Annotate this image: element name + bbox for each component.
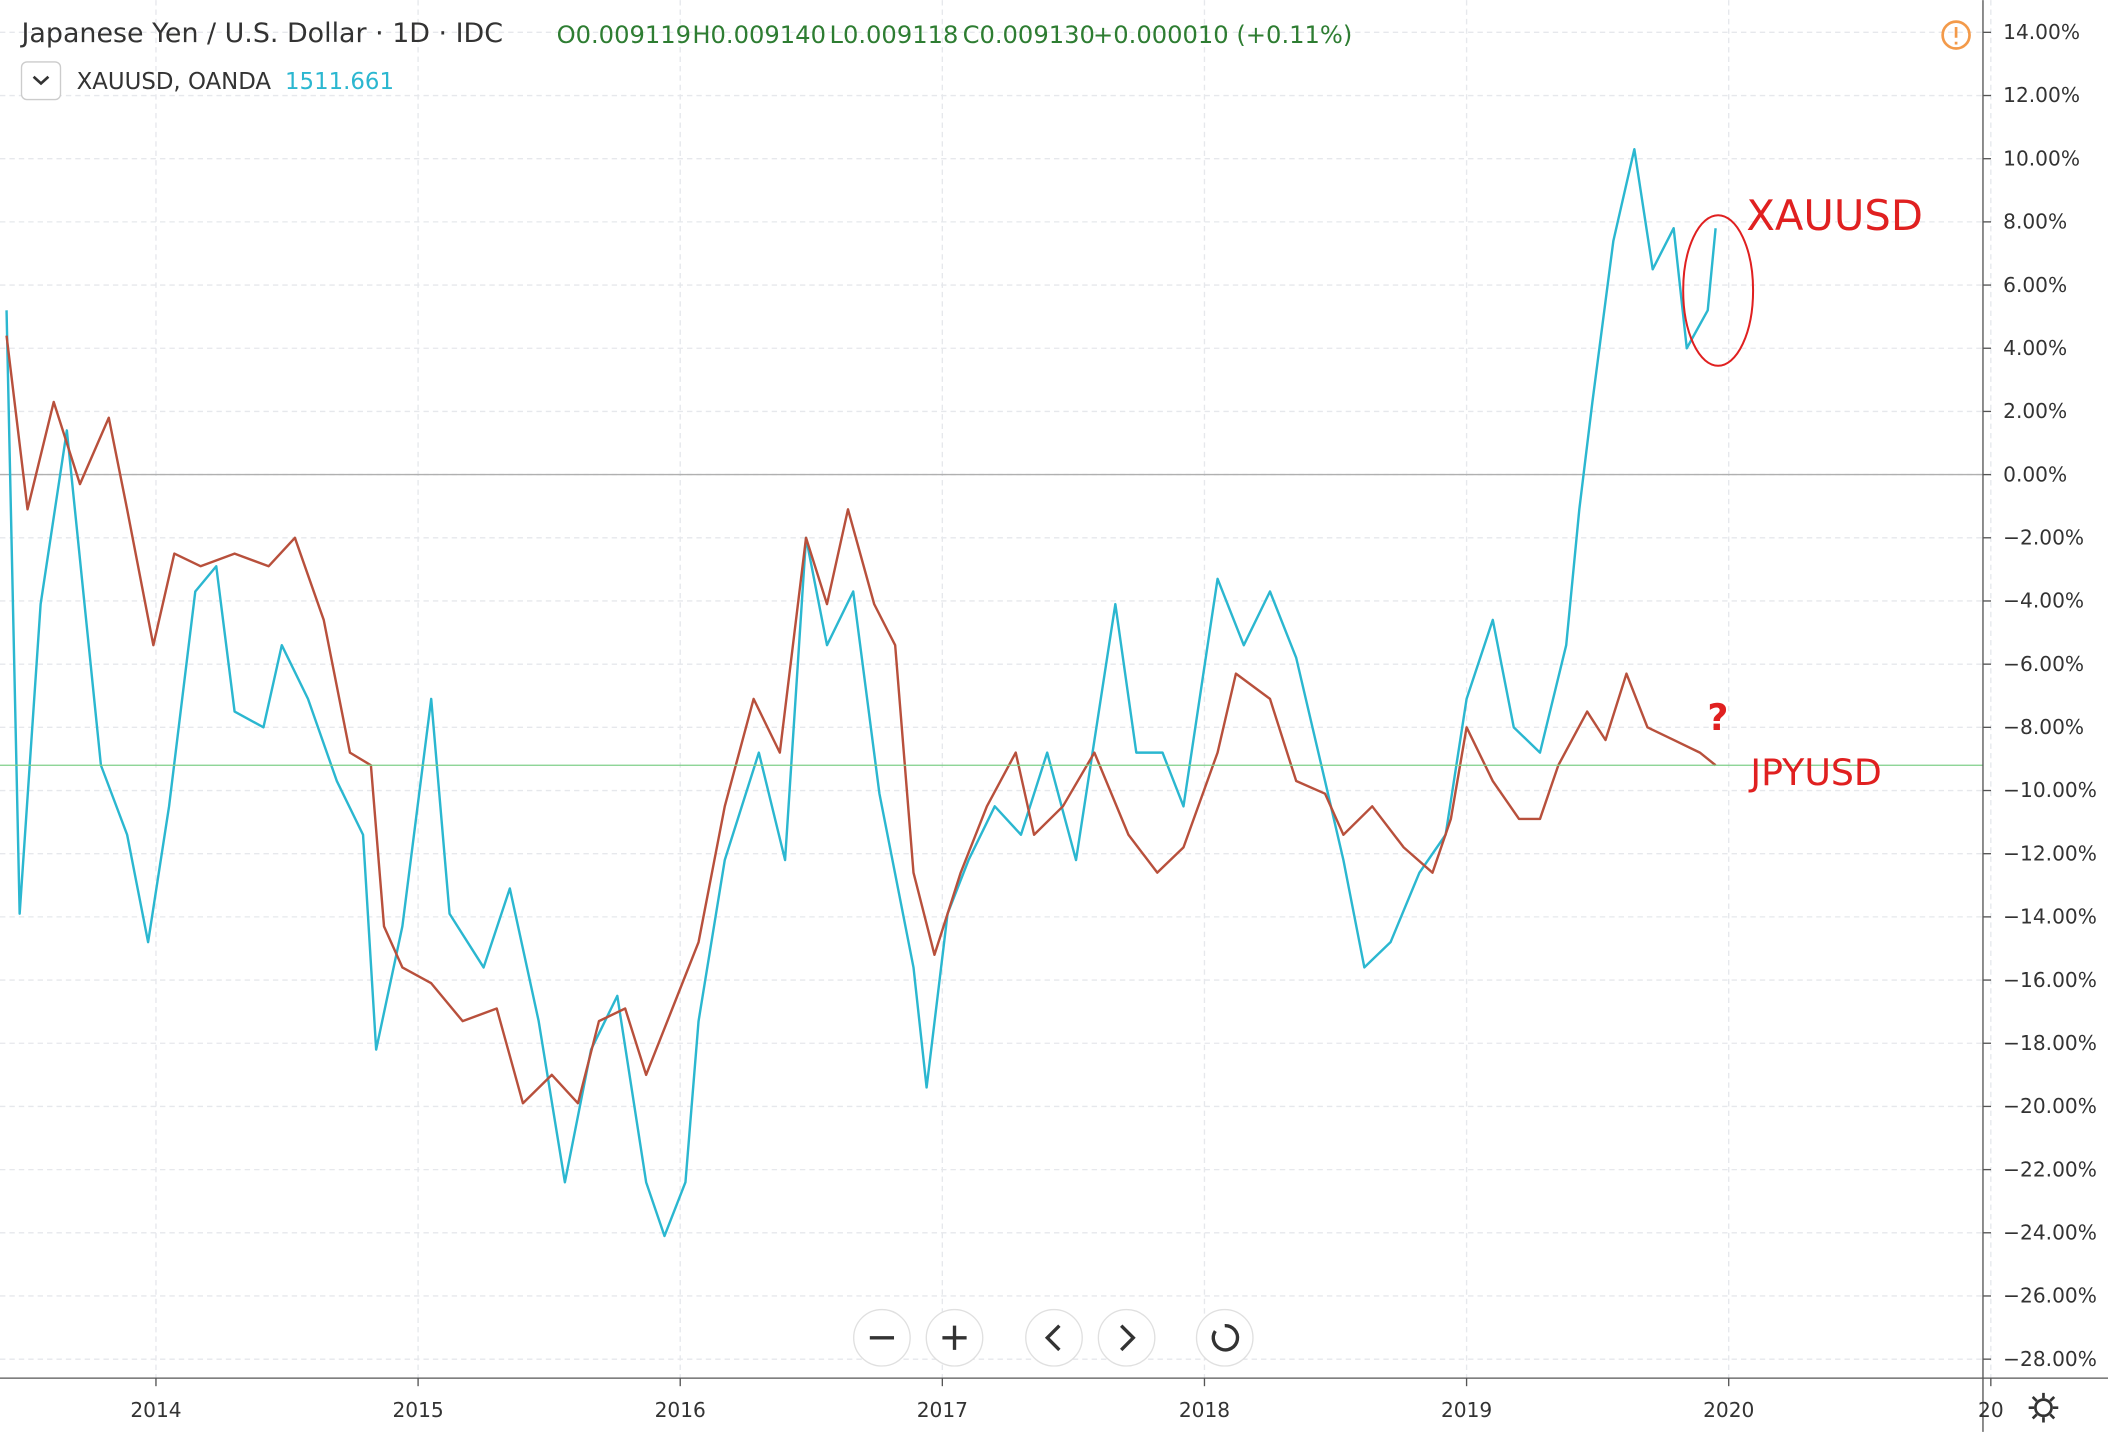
x-tick-label: 2014 [130, 1398, 181, 1422]
y-tick-label: −12.00% [2003, 841, 2097, 865]
highlight-ellipse [1682, 214, 1755, 367]
y-tick-label: −16.00% [2003, 968, 2097, 992]
left-icon [1044, 1324, 1061, 1352]
compare-value: 1511.661 [285, 69, 394, 95]
settings-button[interactable] [2028, 1392, 2059, 1423]
y-tick-label: 2.00% [2003, 399, 2067, 423]
symbol-title: Japanese Yen / U.S. Dollar · 1D · IDC [20, 18, 504, 49]
x-tick-label: 2018 [1179, 1398, 1230, 1422]
xauusd-annotation: XAUUSD [1746, 191, 1923, 240]
ohlc-low: L0.009118 [829, 21, 958, 49]
warning-icon[interactable] [1941, 20, 1971, 50]
axes: 14.00% 12.00% 10.00% 8.00% 6.00% 4.00% 2.00% 0.… [130, 20, 2097, 1422]
y-tick-label: 0.00% [2003, 462, 2067, 486]
ohlc-open: O0.009119 [557, 21, 691, 49]
x-tick-label: 2019 [1441, 1398, 1492, 1422]
y-tick-label: −26.00% [2003, 1284, 2097, 1308]
y-tick-label: −28.00% [2003, 1347, 2097, 1371]
y-tick-label: −22.00% [2003, 1157, 2097, 1181]
y-tick-label: −10.00% [2003, 778, 2097, 802]
series-line [5, 335, 1717, 1105]
gear-icon [2034, 1398, 2053, 1418]
y-tick-label: −18.00% [2003, 1031, 2097, 1055]
reset-icon [1211, 1323, 1240, 1352]
zoom-controls [853, 1308, 1254, 1367]
y-tick-label: 12.00% [2003, 83, 2080, 107]
y-tick-label: 8.00% [2003, 210, 2067, 234]
plot [0, 148, 1983, 1238]
question-annotation: ? [1707, 696, 1728, 739]
y-tick-label: −8.00% [2003, 715, 2084, 739]
x-tick-label: 2017 [917, 1398, 968, 1422]
ohlc-close: C0.009130 [963, 21, 1095, 49]
y-tick-label: −4.00% [2003, 589, 2084, 613]
y-tick-label: −24.00% [2003, 1221, 2097, 1245]
legend-toggle[interactable] [20, 61, 62, 101]
y-tick-label: −6.00% [2003, 652, 2084, 676]
ohlc-change: +0.000010 (+0.11%) [1093, 21, 1352, 49]
y-tick-label: 10.00% [2003, 146, 2080, 170]
chevron-icon [32, 75, 50, 86]
x-tick-label: 2020 [1703, 1398, 1754, 1422]
reset-button[interactable] [1195, 1308, 1254, 1367]
scroll-left-button[interactable] [1025, 1308, 1083, 1367]
scroll-right-button[interactable] [1097, 1308, 1156, 1367]
y-tick-label: 4.00% [2003, 336, 2067, 360]
x-tick-label: 20 [1978, 1398, 2004, 1422]
jpyusd-annotation: JPYUSD [1748, 751, 1881, 794]
right-icon [1120, 1324, 1136, 1352]
y-tick-label: 14.00% [2003, 20, 2080, 44]
gear-teeth [2028, 1392, 2059, 1423]
grid [0, 0, 1992, 1379]
ohlc-high: H0.009140 [692, 21, 826, 49]
y-tick-label: −2.00% [2003, 526, 2084, 550]
y-tick-label: −14.00% [2003, 905, 2097, 929]
x-tick-label: 2015 [392, 1398, 443, 1422]
y-tick-label: −20.00% [2003, 1094, 2097, 1118]
y-tick-label: 6.00% [2003, 273, 2067, 297]
series-line [5, 148, 1717, 1238]
x-tick-label: 2016 [655, 1398, 706, 1422]
compare-symbol: XAUUSD, OANDA [77, 69, 272, 95]
plus-icon [942, 1325, 967, 1350]
